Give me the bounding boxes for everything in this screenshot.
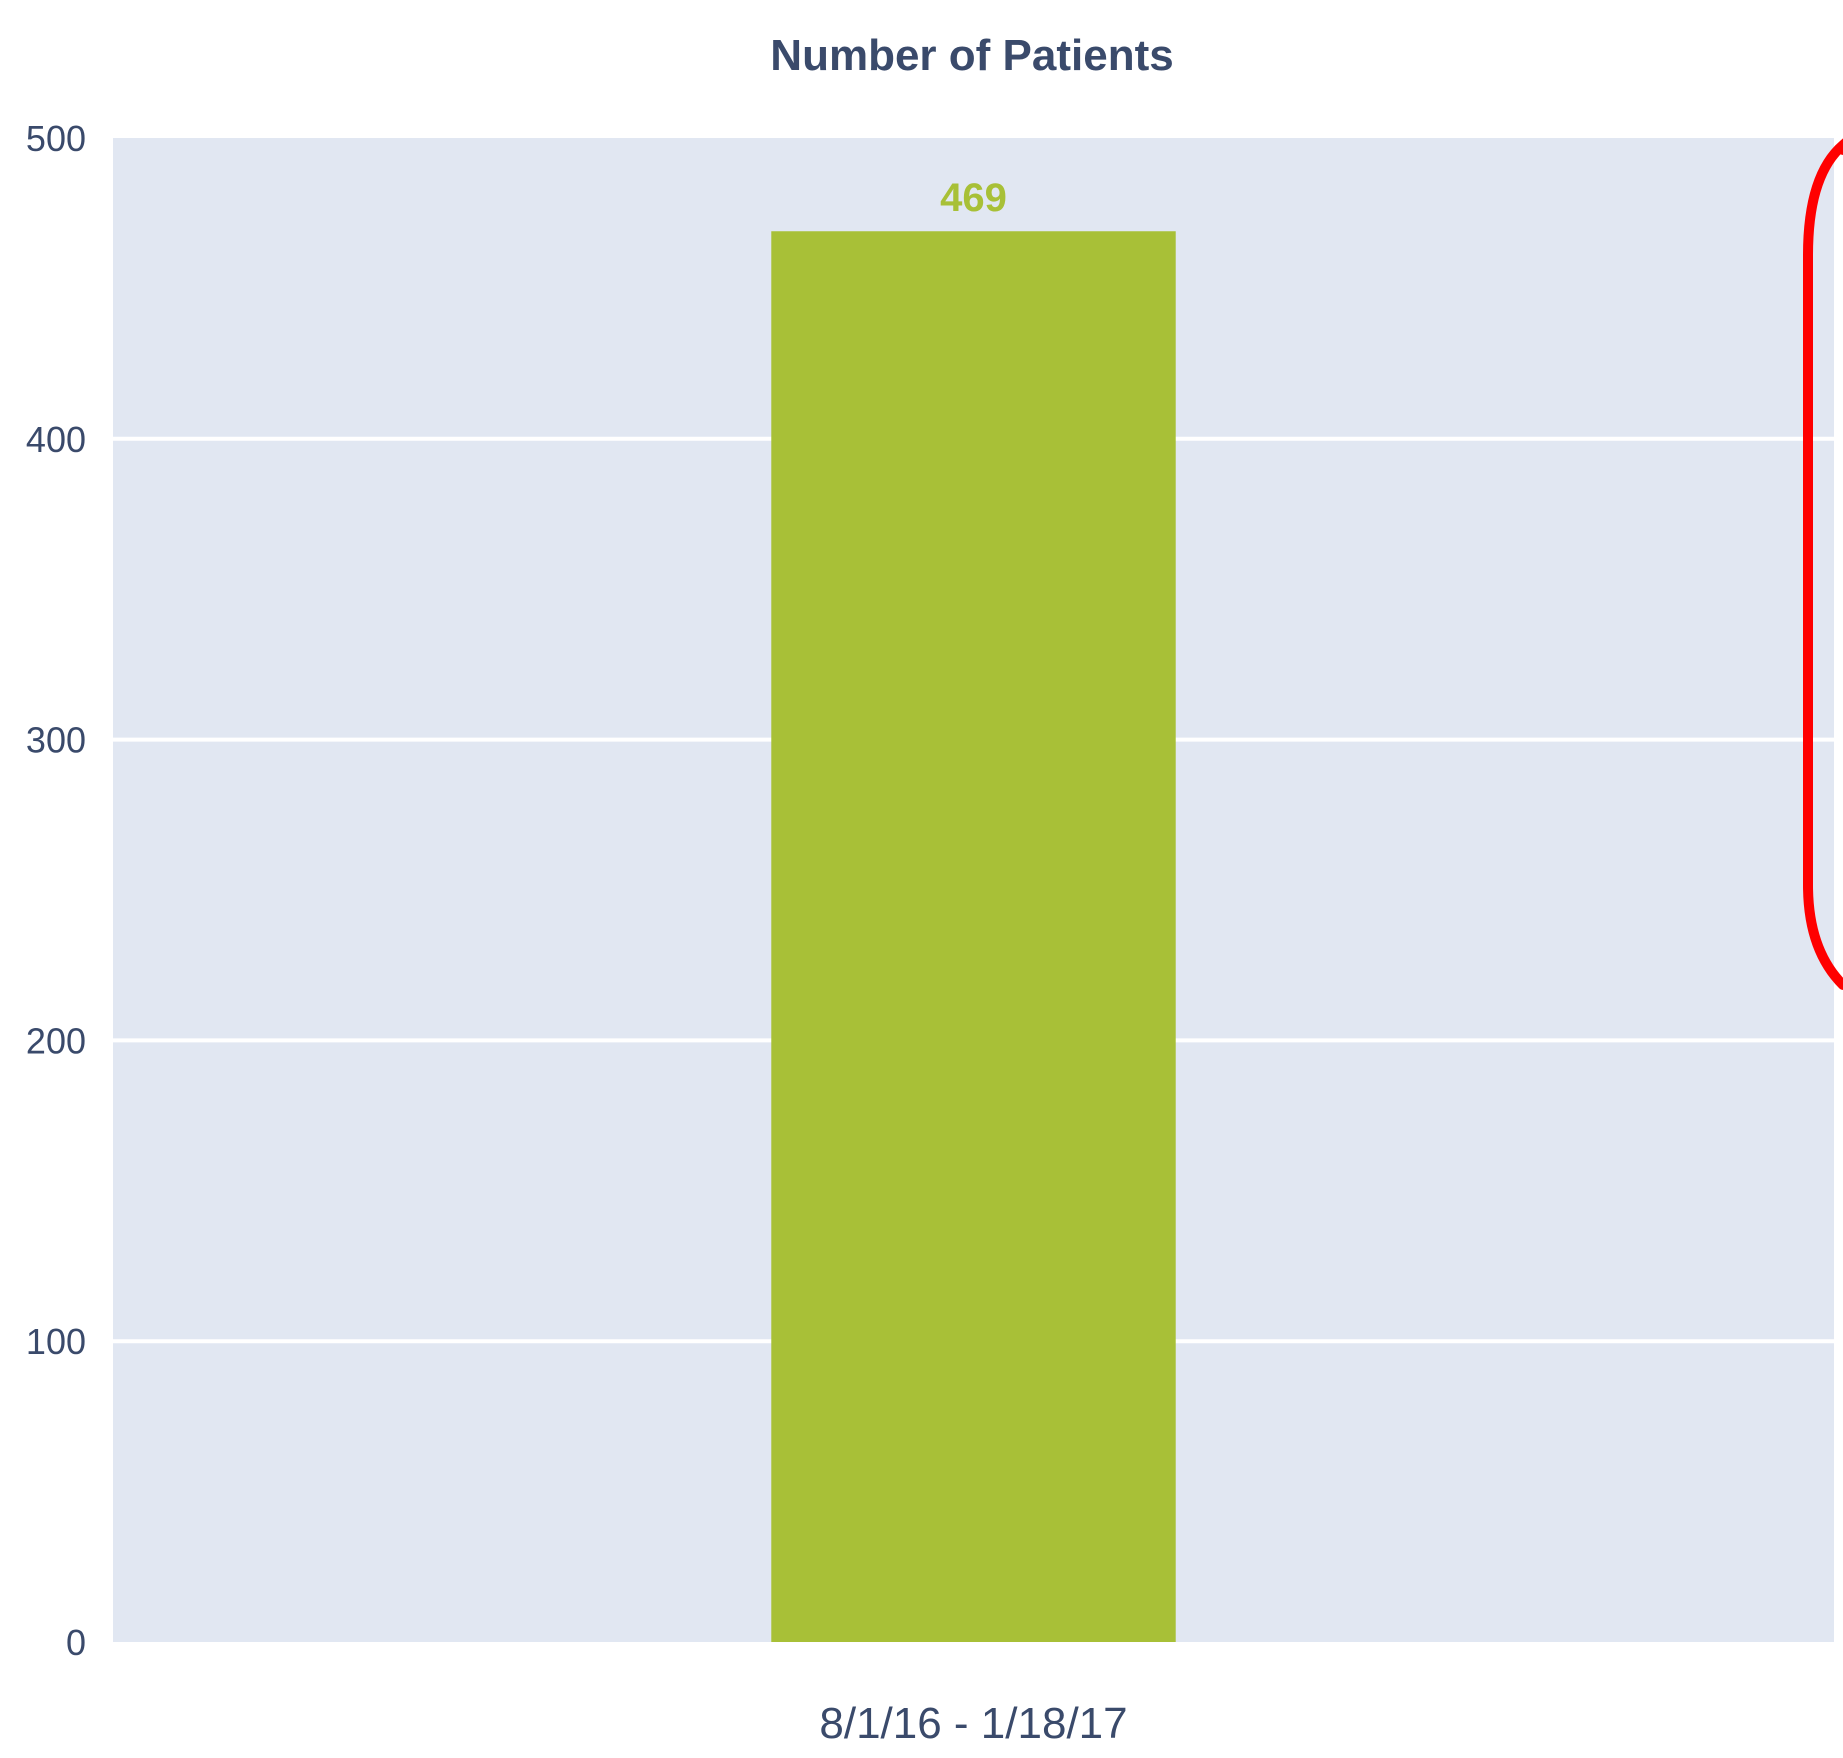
y-tick-label: 400 [26, 419, 86, 460]
y-axis-ticks: 0 100 200 300 400 500 [26, 118, 86, 1663]
bar [771, 231, 1176, 1642]
bar-data-label: 469 [940, 176, 1007, 220]
y-tick-label: 300 [26, 720, 86, 761]
y-tick-label: 500 [26, 118, 86, 159]
chart-title: Number of Patients [770, 31, 1173, 80]
y-tick-label: 0 [66, 1622, 86, 1663]
x-axis-labels: 8/1/16 - 1/18/17 [819, 1699, 1127, 1748]
y-tick-label: 100 [26, 1321, 86, 1362]
x-category-label: 8/1/16 - 1/18/17 [819, 1699, 1127, 1748]
bars [771, 231, 1176, 1642]
y-tick-label: 200 [26, 1020, 86, 1061]
data-labels: 469 [940, 176, 1007, 220]
annotation-highlight-outline [1803, 138, 1843, 990]
